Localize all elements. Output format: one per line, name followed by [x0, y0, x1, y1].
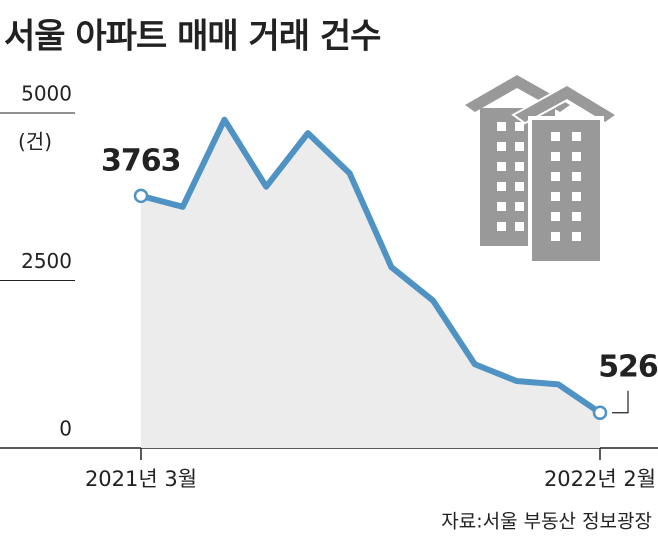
source: 자료:서울 부동산 정보광장: [441, 511, 652, 533]
point: [592, 405, 608, 421]
area: [141, 119, 600, 448]
y-tick-label: 2500: [21, 249, 72, 273]
value-label: 526: [598, 349, 658, 384]
leader: [612, 390, 629, 414]
chart-title: 서울 아파트 매매 거래 건수: [4, 17, 381, 57]
line: [140, 116, 602, 416]
point: [133, 188, 149, 204]
y-unit: (건): [18, 130, 52, 154]
y-tick-label: 5000: [21, 82, 72, 106]
x-tick-label: 2022년 2월: [544, 467, 656, 491]
building-icon: [465, 75, 619, 265]
x-tick-label: 2021년 3월: [85, 467, 197, 491]
value-label: 3763: [101, 143, 181, 178]
y-tick-label: 0: [59, 417, 72, 441]
